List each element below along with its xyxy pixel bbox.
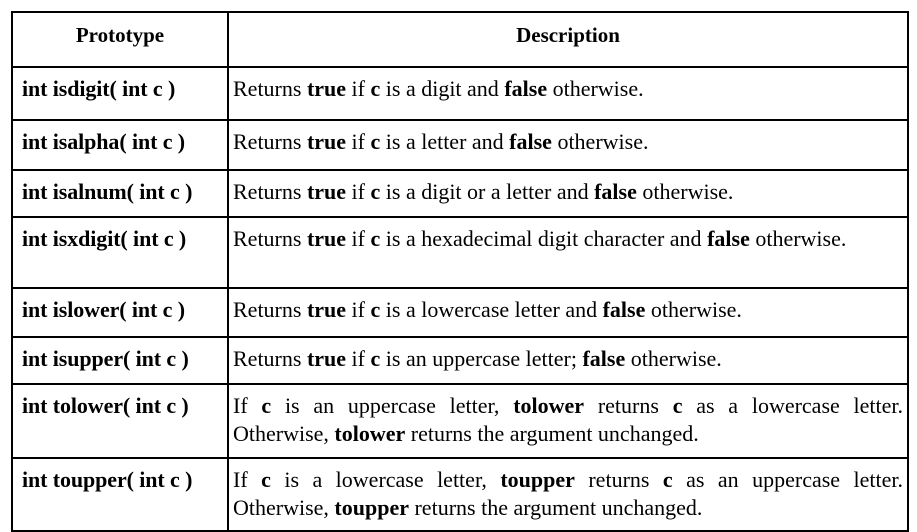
description-text: otherwise.	[749, 226, 847, 251]
description-text: if	[346, 129, 371, 154]
bold-term: true	[306, 346, 347, 371]
description-text: returns the argument unchanged.	[408, 495, 703, 520]
description-text: is an uppercase letter;	[380, 346, 583, 371]
prototype-cell: int toupper( int c )	[11, 457, 229, 532]
bold-term: c	[370, 129, 381, 154]
description-cell: If c is a lowercase letter, toupper retu…	[227, 457, 909, 532]
header-prototype: Prototype	[11, 11, 229, 68]
table-row: int isxdigit( int c ) Returns true if c …	[11, 216, 909, 289]
table-row: int tolower( int c ) If c is an uppercas…	[11, 383, 909, 459]
bold-term: c	[370, 76, 381, 101]
bold-term: false	[509, 129, 552, 154]
bold-term: c	[662, 467, 673, 492]
bold-term: toupper	[334, 495, 409, 520]
prototype-cell: int tolower( int c )	[11, 383, 229, 459]
bold-term: c	[672, 393, 683, 418]
description-text: is a letter and	[380, 129, 510, 154]
table-row: int toupper( int c ) If c is a lowercase…	[11, 457, 909, 532]
bold-term: c	[370, 346, 381, 371]
description-text: If	[233, 393, 262, 418]
bold-term: true	[306, 297, 347, 322]
description-cell: Returns true if c is a letter and false …	[227, 119, 909, 171]
prototype-cell: int isxdigit( int c )	[11, 216, 229, 289]
description-text: as a lowercase letter. Otherwise,	[233, 393, 904, 446]
description-text: returns	[584, 393, 673, 418]
bold-term: false	[707, 226, 750, 251]
table-row: int isalpha( int c ) Returns true if c i…	[11, 119, 909, 171]
bold-term: c	[261, 393, 272, 418]
bold-term: true	[306, 226, 347, 251]
description-text: if	[346, 76, 371, 101]
prototype-cell: int isalnum( int c )	[11, 169, 229, 218]
description-text: is a lowercase letter,	[270, 467, 501, 492]
description-text: is a lowercase letter and	[380, 297, 603, 322]
description-text: Returns	[233, 226, 307, 251]
bold-term: false	[582, 346, 626, 371]
bold-term: toupper	[500, 467, 575, 492]
table-row: int isupper( int c ) Returns true if c i…	[11, 336, 909, 385]
bold-term: false	[594, 179, 637, 204]
bold-term: true	[306, 179, 347, 204]
description-text: if	[346, 346, 371, 371]
description-text: if	[346, 226, 371, 251]
bold-term: c	[370, 179, 381, 204]
function-table: Prototype Description int isdigit( int c…	[11, 11, 909, 532]
bold-term: c	[370, 297, 381, 322]
description-text: otherwise.	[645, 297, 742, 322]
prototype-cell: int islower( int c )	[11, 287, 229, 338]
description-text: Returns	[233, 297, 307, 322]
description-text: is a hexadecimal digit character and	[380, 226, 708, 251]
description-text: otherwise.	[625, 346, 722, 371]
bold-term: c	[370, 226, 381, 251]
prototype-cell: int isupper( int c )	[11, 336, 229, 385]
description-cell: If c is an uppercase letter, tolower ret…	[227, 383, 909, 459]
table-row: int isdigit( int c ) Returns true if c i…	[11, 66, 909, 121]
description-text: Returns	[233, 129, 307, 154]
description-cell: Returns true if c is an uppercase letter…	[227, 336, 909, 385]
description-cell: Returns true if c is a digit or a letter…	[227, 169, 909, 218]
bold-term: true	[306, 129, 347, 154]
description-text: Returns	[233, 179, 307, 204]
description-cell: Returns true if c is a lowercase letter …	[227, 287, 909, 338]
description-text: if	[346, 297, 371, 322]
bold-term: false	[504, 76, 548, 101]
prototype-cell: int isalpha( int c )	[11, 119, 229, 171]
description-text: returns the argument unchanged.	[405, 421, 699, 446]
description-text: is a digit or a letter and	[380, 179, 595, 204]
bold-term: c	[261, 467, 271, 492]
description-text: otherwise.	[551, 129, 649, 154]
bold-term: tolower	[513, 393, 585, 418]
description-text: if	[346, 179, 371, 204]
description-text: returns	[574, 467, 663, 492]
description-text: otherwise.	[636, 179, 734, 204]
description-text: Returns	[233, 346, 307, 371]
bold-term: true	[306, 76, 347, 101]
description-cell: Returns true if c is a hexadecimal digit…	[227, 216, 909, 289]
description-text: If	[233, 467, 262, 492]
description-text: otherwise.	[547, 76, 644, 101]
bold-term: tolower	[334, 421, 406, 446]
prototype-cell: int isdigit( int c )	[11, 66, 229, 121]
description-text: is a digit and	[380, 76, 505, 101]
description-cell: Returns true if c is a digit and false o…	[227, 66, 909, 121]
bold-term: false	[602, 297, 646, 322]
description-text: is an uppercase letter,	[271, 393, 514, 418]
table-row: int islower( int c ) Returns true if c i…	[11, 287, 909, 338]
table-row: int isalnum( int c ) Returns true if c i…	[11, 169, 909, 218]
header-description: Description	[227, 11, 909, 68]
description-text: Returns	[233, 76, 307, 101]
header-row: Prototype Description	[11, 11, 909, 68]
